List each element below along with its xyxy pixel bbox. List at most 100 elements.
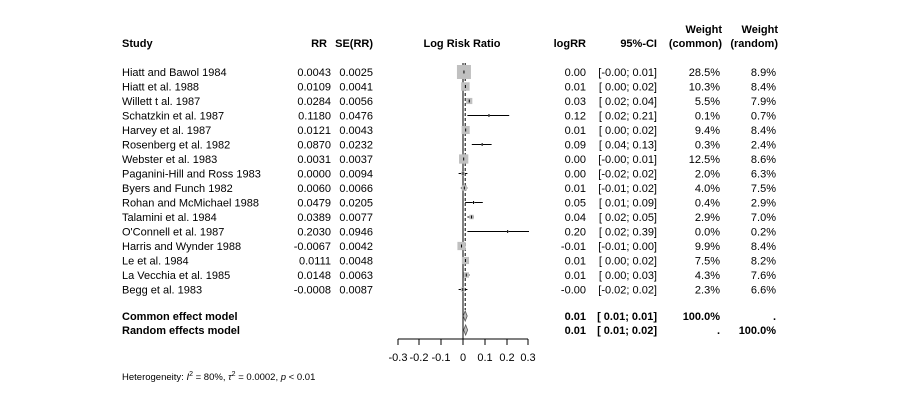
x-tick-label: 0 — [460, 352, 466, 364]
table-row: Rohan and McMichael 1988 0.0479 0.0205 0.05… — [122, 198, 776, 210]
summary-ci: [ 0.01; 0.01] — [597, 311, 657, 323]
header-weight-common-2: (common) — [669, 38, 723, 50]
study-rr: 0.0031 — [297, 154, 331, 166]
study-ci: [ 0.02; 0.04] — [599, 96, 657, 108]
study-weight-random: 8.4% — [751, 82, 776, 94]
study-weight-random: 8.4% — [751, 241, 776, 253]
table-row: Begg et al. 1983 -0.0008 0.0087 -0.00 [-0.02… — [122, 285, 776, 297]
study-se: 0.0087 — [339, 285, 373, 297]
study-ci: [ 0.00; 0.03] — [599, 270, 657, 282]
study-name: Schatzkin et al. 1987 — [122, 111, 224, 123]
study-rr: -0.0067 — [294, 241, 331, 253]
study-weight-common: 5.5% — [695, 96, 720, 108]
study-weight-common: 10.3% — [689, 82, 720, 94]
study-weight-common: 0.4% — [695, 198, 720, 210]
study-rr: 0.0109 — [297, 82, 331, 94]
study-weight-random: 8.9% — [751, 67, 776, 79]
x-tick-label: 0.1 — [477, 352, 492, 364]
study-weight-random: 8.2% — [751, 256, 776, 268]
study-weight-common: 2.9% — [695, 212, 720, 224]
study-logrr: 0.01 — [565, 270, 586, 282]
summary-diamond — [463, 323, 469, 337]
header-study: Study — [122, 38, 153, 50]
study-weight-common: 4.0% — [695, 183, 720, 195]
study-logrr: 0.09 — [565, 140, 586, 152]
study-logrr: 0.00 — [565, 154, 586, 166]
table-row: Harvey et al. 1987 0.0121 0.0043 0.01 [ 0.00… — [122, 125, 776, 137]
table-row: Talamini et al. 1984 0.0389 0.0077 0.04 [ 0.… — [122, 212, 776, 224]
header-weight-random-1: Weight — [742, 24, 779, 36]
p-symbol: p — [280, 372, 286, 383]
header-ci: 95%-CI — [620, 38, 657, 50]
study-ci: [ 0.04; 0.13] — [599, 140, 657, 152]
tau-value: = 0.0002, — [236, 372, 281, 383]
summary-weight-common: . — [717, 325, 720, 337]
study-logrr: -0.00 — [561, 285, 586, 297]
p-value: < 0.01 — [286, 372, 315, 383]
table-row: Le et al. 1984 0.0111 0.0048 0.01 [ 0.00; 0.… — [122, 256, 776, 268]
header-weight-random-2: (random) — [730, 38, 778, 50]
study-logrr: 0.04 — [565, 212, 586, 224]
study-rr: 0.0284 — [297, 96, 331, 108]
study-ci: [-0.00; 0.01] — [598, 154, 657, 166]
study-weight-random: 2.9% — [751, 198, 776, 210]
study-name: La Vecchia et al. 1985 — [122, 270, 230, 282]
study-rr: 0.0148 — [297, 270, 331, 282]
table-row: Webster et al. 1983 0.0031 0.0037 0.00 [-0.0… — [122, 154, 776, 166]
study-rr: 0.0000 — [297, 169, 331, 181]
study-ci: [ 0.00; 0.02] — [599, 82, 657, 94]
table-row: La Vecchia et al. 1985 0.0148 0.0063 0.01 [ … — [122, 270, 776, 282]
heterogeneity-prefix: Heterogeneity: — [122, 372, 186, 383]
study-se: 0.0056 — [339, 96, 373, 108]
study-se: 0.0946 — [339, 227, 373, 239]
study-weight-random: 6.6% — [751, 285, 776, 297]
summary-ci: [ 0.01; 0.02] — [597, 325, 657, 337]
header-row: Study RR SE(RR) Log Risk Ratio logRR 95%… — [122, 24, 778, 50]
header-se: SE(RR) — [335, 38, 373, 50]
x-tick-label: -0.3 — [389, 352, 408, 364]
study-se: 0.0094 — [339, 169, 373, 181]
study-rr: 0.0060 — [297, 183, 331, 195]
summary-weight-common: 100.0% — [683, 311, 721, 323]
study-ci: [ 0.00; 0.02] — [599, 125, 657, 137]
summary-weight-random: 100.0% — [739, 325, 777, 337]
study-weight-common: 0.3% — [695, 140, 720, 152]
study-name: Hiatt et al. 1988 — [122, 82, 199, 94]
study-logrr: 0.12 — [565, 111, 586, 123]
study-rr: 0.0870 — [297, 140, 331, 152]
study-se: 0.0476 — [339, 111, 373, 123]
study-weight-common: 4.3% — [695, 270, 720, 282]
study-weight-common: 9.4% — [695, 125, 720, 137]
header-plot: Log Risk Ratio — [423, 38, 500, 50]
study-name: Harvey et al. 1987 — [122, 125, 211, 137]
study-weight-random: 7.5% — [751, 183, 776, 195]
study-se: 0.0232 — [339, 140, 373, 152]
study-weight-random: 8.6% — [751, 154, 776, 166]
study-ci: [ 0.01; 0.09] — [599, 198, 657, 210]
study-logrr: 0.01 — [565, 125, 586, 137]
study-weight-common: 2.0% — [695, 169, 720, 181]
table-row: Byers and Funch 1982 0.0060 0.0066 0.01 [-0.… — [122, 183, 776, 195]
study-se: 0.0077 — [339, 212, 373, 224]
study-weight-random: 7.9% — [751, 96, 776, 108]
table-row: Hiatt and Bawol 1984 0.0043 0.0025 0.00 [-0.… — [122, 67, 776, 79]
study-name: Harris and Wynder 1988 — [122, 241, 241, 253]
study-rows: Hiatt and Bawol 1984 0.0043 0.0025 0.00 [-0.… — [122, 67, 776, 337]
tau-symbol: τ — [228, 372, 233, 383]
study-rr: 0.2030 — [297, 227, 331, 239]
study-name: Begg et al. 1983 — [122, 285, 202, 297]
study-name: Le et al. 1984 — [122, 256, 189, 268]
summary-diamond — [462, 309, 468, 323]
header-weight-common-1: Weight — [686, 24, 723, 36]
study-rr: 0.0121 — [297, 125, 331, 137]
table-row: Rosenberg et al. 1982 0.0870 0.0232 0.09 [ 0… — [122, 140, 776, 152]
study-weight-random: 0.7% — [751, 111, 776, 123]
study-logrr: -0.01 — [561, 241, 586, 253]
study-weight-random: 0.2% — [751, 227, 776, 239]
study-weight-common: 12.5% — [689, 154, 720, 166]
study-name: Hiatt and Bawol 1984 — [122, 67, 227, 79]
study-ci: [ 0.02; 0.05] — [599, 212, 657, 224]
study-ci: [-0.02; 0.02] — [598, 285, 657, 297]
study-ci: [-0.01; 0.02] — [598, 183, 657, 195]
